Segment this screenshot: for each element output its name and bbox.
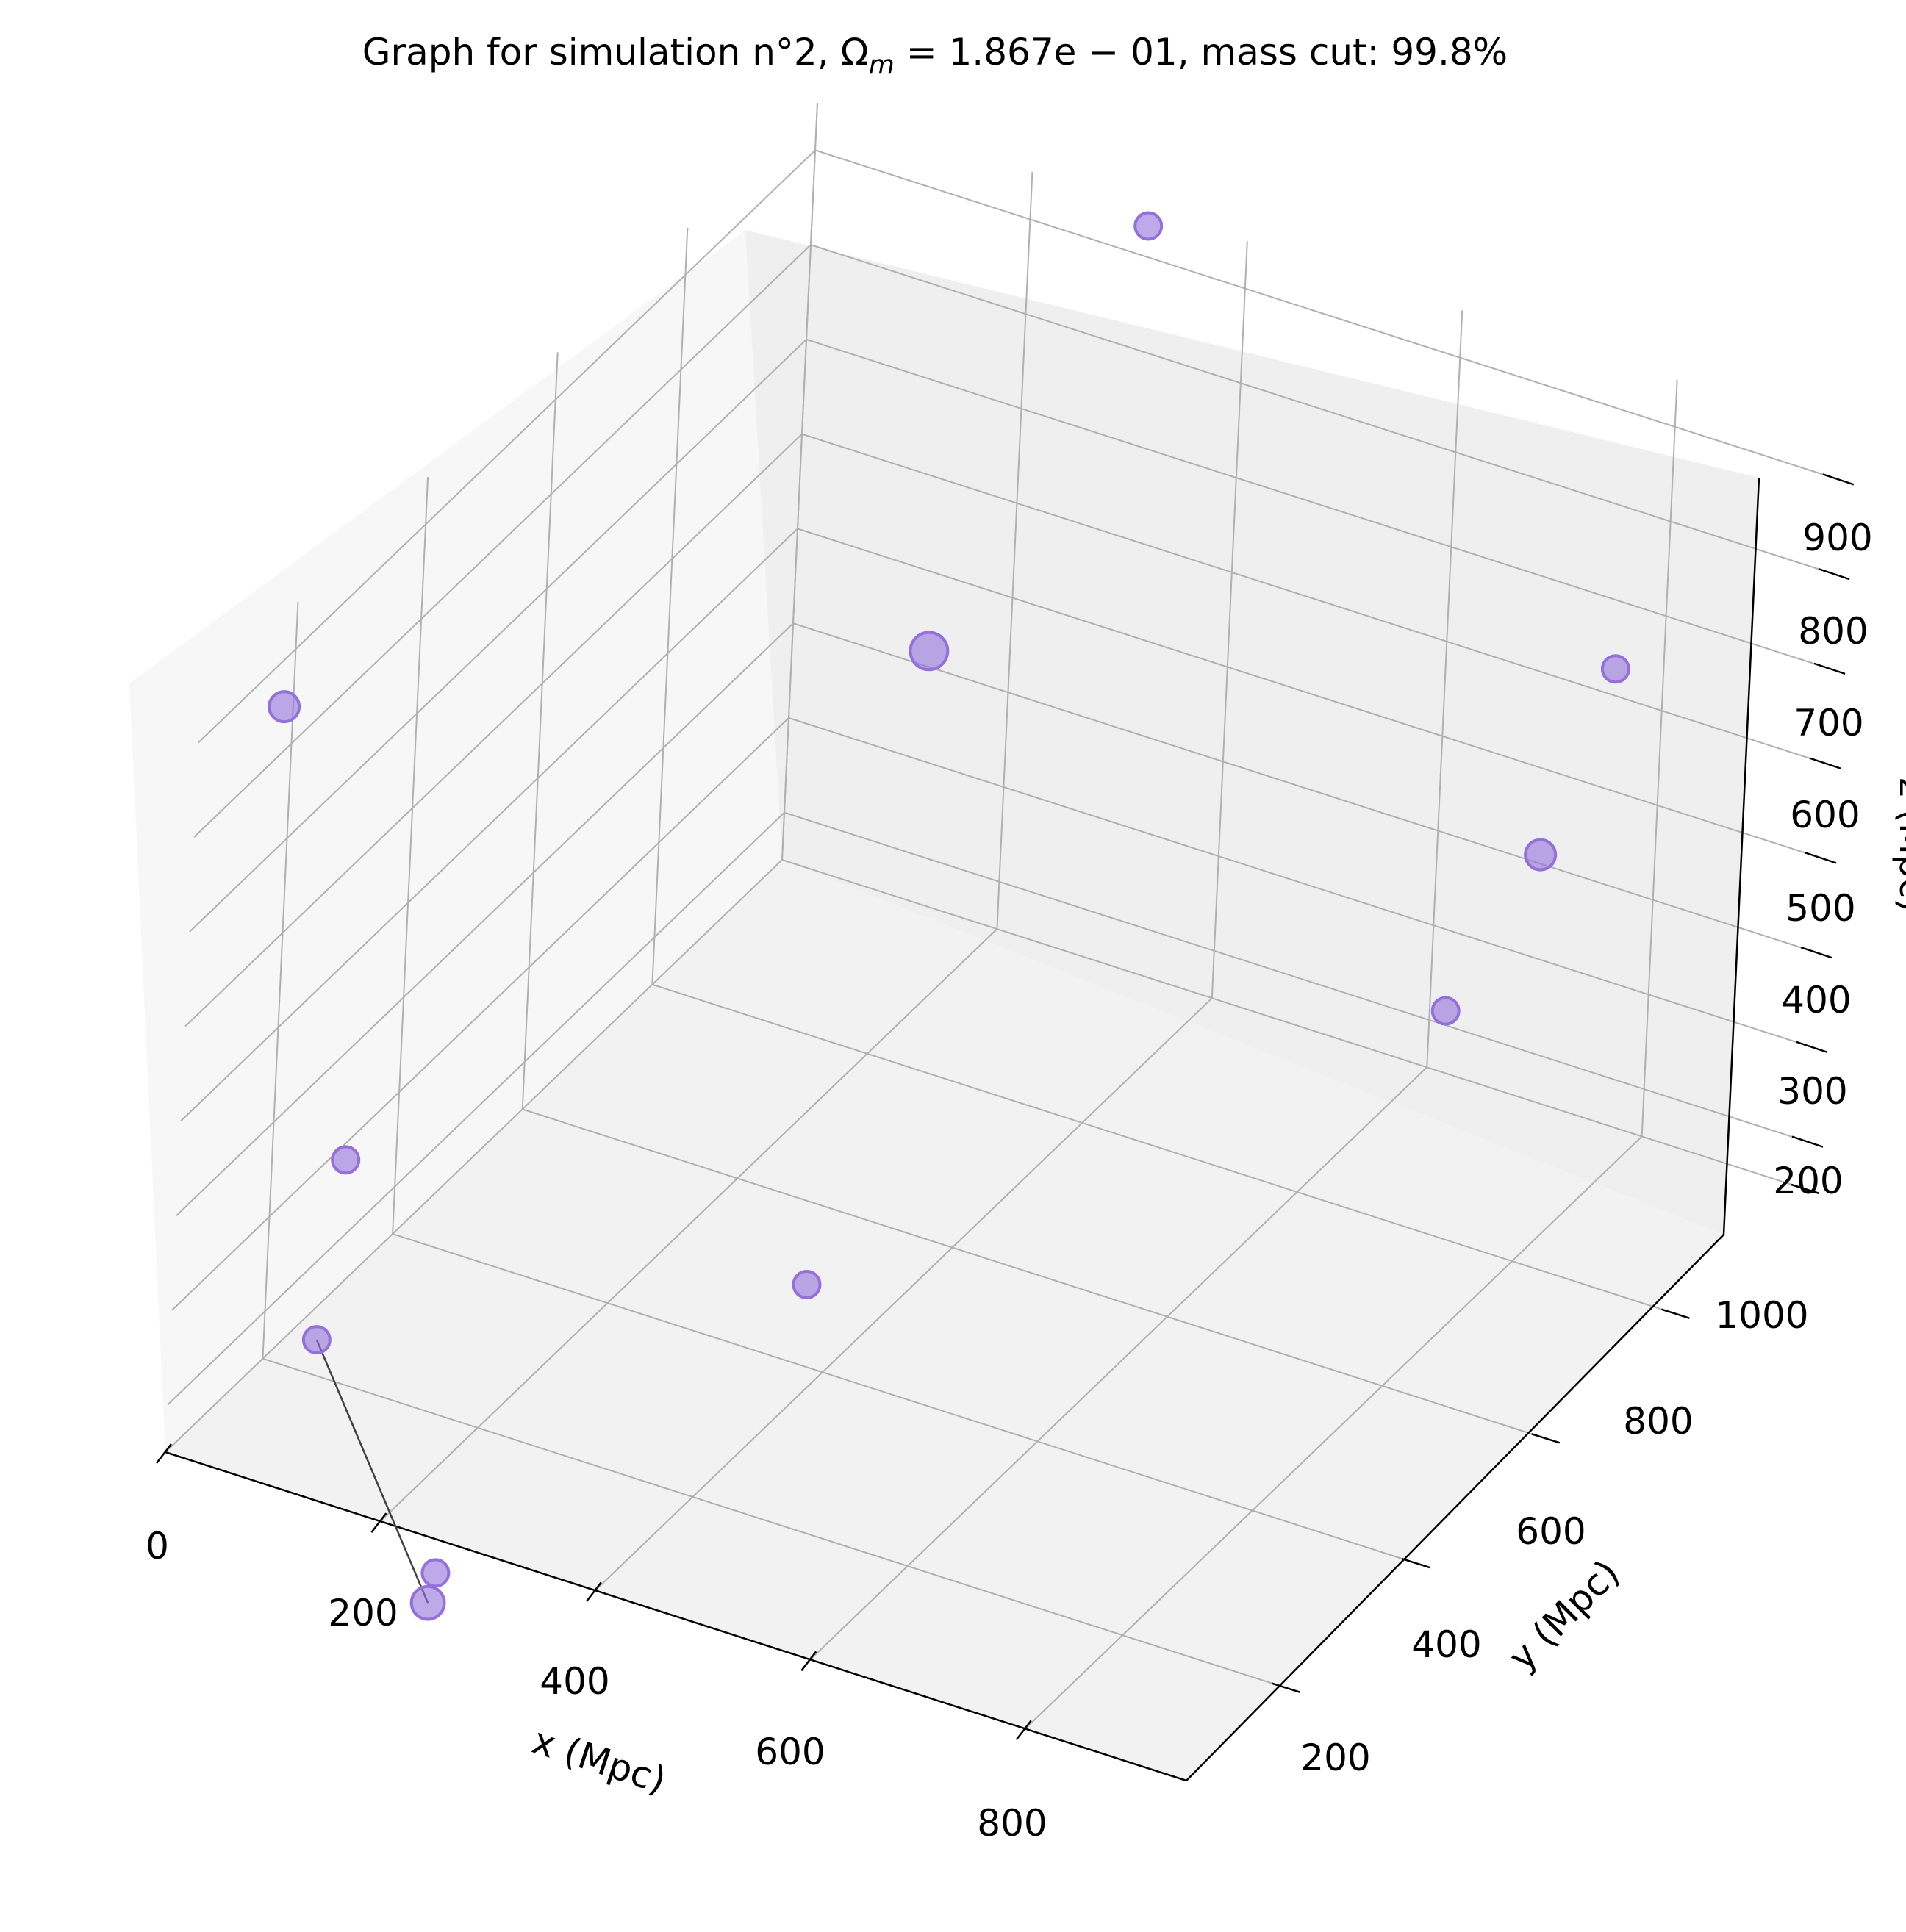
y-tick-mark — [1791, 1183, 1820, 1195]
z-tick-mark — [1813, 662, 1846, 675]
z-tick-mark — [1805, 852, 1837, 864]
data-point — [268, 690, 301, 724]
z-tick-label: 200 — [1773, 1160, 1843, 1202]
grid-line-z — [806, 338, 1828, 669]
y-tick-label: 400 — [1411, 1623, 1481, 1666]
data-point — [792, 1269, 822, 1299]
x-tick-mark — [585, 1581, 602, 1602]
grid-line-y — [651, 227, 689, 985]
grid-line-y — [522, 1108, 1544, 1439]
grid-line-x — [379, 928, 998, 1522]
grid-line-x — [1024, 1135, 1643, 1730]
z-tick-label: 600 — [1790, 794, 1860, 836]
grid-line-y — [262, 601, 299, 1359]
y-tick-mark — [1660, 1308, 1690, 1319]
x-axis-label: x (Mpc) — [527, 1719, 671, 1802]
grid-line-y — [781, 102, 818, 861]
z-tick-label: 500 — [1785, 887, 1855, 930]
y-tick-label: 1000 — [1715, 1294, 1808, 1337]
grid-line-z — [167, 811, 785, 1406]
grid-line-x — [996, 172, 1033, 930]
left-pane — [129, 230, 782, 1452]
axis-ticks: 0 200 400 600 800 200 400 600 800 1000 2… — [146, 473, 1873, 1845]
grid-line-x — [809, 1066, 1427, 1661]
data-point — [331, 1145, 361, 1175]
data-point — [909, 631, 950, 672]
y-tick-label: 600 — [1516, 1510, 1586, 1553]
z-tick-mark — [1822, 473, 1855, 486]
grid-line-z — [801, 433, 1824, 764]
grid-line-x — [1426, 310, 1463, 1068]
z-tick-label: 900 — [1802, 517, 1872, 559]
grid-line-z — [176, 622, 794, 1216]
data-points — [268, 211, 1630, 1621]
z-tick-label: 800 — [1798, 610, 1868, 653]
y-tick-mark — [1531, 1433, 1561, 1444]
z-tick-mark — [1818, 567, 1850, 581]
z-tick-mark — [1809, 757, 1841, 769]
z-tick-label: 400 — [1781, 979, 1851, 1021]
data-point — [301, 1325, 332, 1355]
x-tick-label: 800 — [977, 1802, 1047, 1845]
data-point — [1133, 211, 1164, 241]
grid-line-y — [262, 1357, 1284, 1688]
grid-line-z — [189, 339, 807, 933]
y-tick-mark — [1272, 1682, 1300, 1693]
grid-lines — [165, 102, 1837, 1730]
z-tick-mark — [1791, 1135, 1824, 1148]
grid-line-z — [814, 149, 1837, 480]
x-axis-line — [165, 1451, 1187, 1782]
back-pane — [745, 230, 1759, 1235]
graph-edges — [315, 1339, 429, 1604]
y-axis-label: y (Mpc) — [1500, 1551, 1627, 1678]
chart-title: Graph for simulation n°2, Ωm = 1.867e − … — [362, 31, 1508, 80]
z-axis-line — [1722, 477, 1760, 1235]
grid-line-z — [797, 528, 1819, 858]
grid-line-z — [180, 528, 798, 1122]
data-point — [1430, 996, 1461, 1026]
z-tick-mark — [1800, 946, 1832, 959]
graph-edge — [315, 1339, 429, 1604]
grid-line-z — [810, 244, 1832, 575]
grid-line-z — [184, 433, 803, 1027]
data-point — [409, 1584, 446, 1621]
grid-line-z — [198, 149, 816, 744]
data-point — [1600, 654, 1630, 684]
y-axis-line — [1186, 1234, 1724, 1781]
data-point — [420, 1558, 451, 1588]
x-tick-mark — [800, 1651, 817, 1672]
floor-pane — [165, 860, 1724, 1781]
grid-line-y — [392, 477, 429, 1235]
grid-line-x — [1641, 379, 1678, 1137]
x-tick-mark — [1015, 1720, 1032, 1741]
grid-line-x — [165, 859, 783, 1453]
x-tick-label: 400 — [540, 1660, 609, 1703]
grid-line-z — [792, 622, 1815, 953]
grid-line-y — [652, 983, 1674, 1314]
y-tick-label: 800 — [1623, 1400, 1693, 1443]
grid-line-z — [193, 244, 812, 838]
grid-line-z — [784, 811, 1806, 1142]
y-tick-mark — [1401, 1557, 1430, 1569]
grid-line-z — [171, 717, 789, 1311]
x-tick-mark — [370, 1512, 387, 1533]
x-tick-label: 0 — [146, 1525, 169, 1567]
z-axis-label: z (Mpc) — [1891, 778, 1906, 913]
z-tick-mark — [1796, 1041, 1828, 1054]
grid-line-y — [521, 352, 559, 1110]
x-tick-mark — [156, 1443, 172, 1464]
data-point — [1524, 838, 1558, 872]
grid-line-x — [595, 997, 1213, 1591]
x-tick-label: 200 — [328, 1592, 398, 1634]
y-tick-label: 200 — [1300, 1737, 1370, 1779]
z-tick-label: 700 — [1794, 702, 1863, 744]
grid-line-y — [392, 1233, 1414, 1564]
grid-line-x — [1211, 241, 1248, 999]
grid-line-y — [781, 859, 1804, 1189]
z-tick-label: 300 — [1777, 1070, 1847, 1113]
grid-line-z — [788, 717, 1810, 1047]
x-tick-label: 600 — [755, 1731, 825, 1773]
